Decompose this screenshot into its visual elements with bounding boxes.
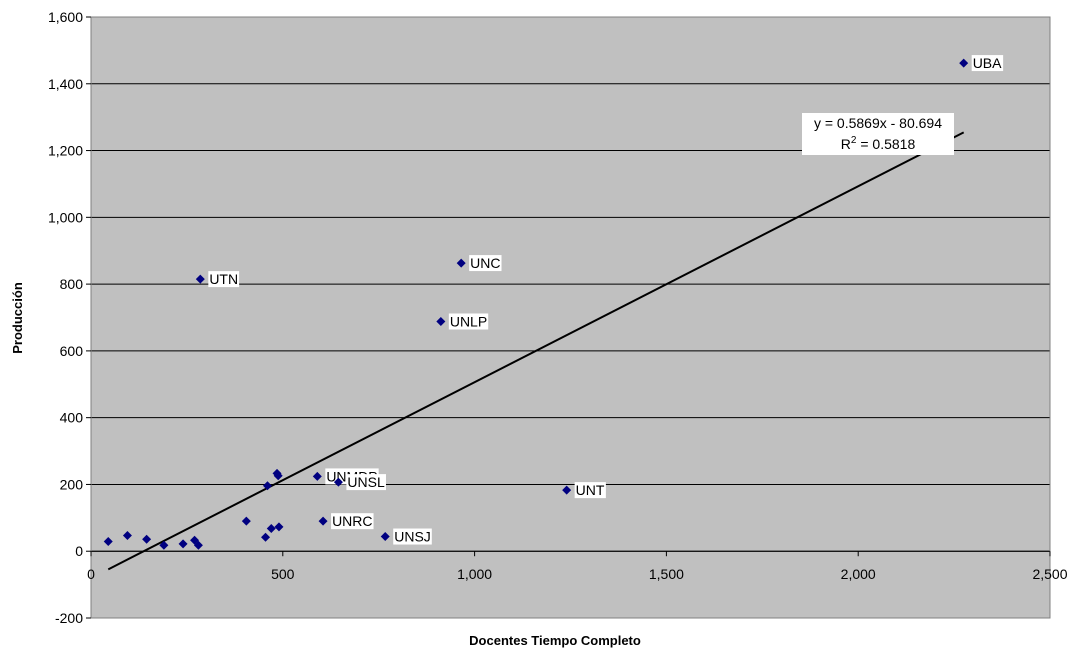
x-tick-label: 2,000	[841, 566, 876, 582]
x-tick-label: 0	[87, 566, 95, 582]
data-point	[959, 58, 969, 68]
data-point	[562, 485, 572, 495]
y-tick-label: 600	[60, 343, 84, 359]
data-point	[274, 522, 284, 532]
y-axis-ticks: -200 0 200 400 600 800 1,000 1,200 1,400 1,600	[48, 9, 91, 626]
data-point-label: UNSL	[347, 474, 385, 490]
data-point	[178, 539, 188, 549]
x-axis-ticks: 0 500 1,000 1,500 2,000 2,500	[87, 551, 1068, 582]
data-point-label: UTN	[209, 271, 238, 287]
data-point	[318, 516, 328, 526]
data-point-label-bg	[469, 255, 502, 272]
y-tick-label: 1,200	[48, 143, 83, 159]
data-point-label: UBA	[973, 55, 1002, 71]
y-axis-title: Producción	[10, 282, 25, 354]
data-point	[195, 274, 205, 284]
data-point-label-bg	[346, 474, 386, 491]
data-point	[266, 524, 276, 534]
data-point	[380, 532, 390, 542]
trendline	[107, 131, 965, 571]
data-point-label-bg	[331, 513, 374, 530]
y-tick-label: 200	[60, 476, 84, 492]
r-squared-label: R2 = 0.5818	[841, 135, 916, 152]
data-point	[273, 471, 283, 481]
y-tick-label: 800	[60, 276, 84, 292]
data-point	[142, 534, 152, 544]
r-squared-symbol: R	[841, 136, 851, 152]
trendline-equation-box: y = 0.5869x - 80.694 R2 = 0.5818	[802, 113, 954, 155]
y-tick-label: 0	[75, 543, 83, 559]
data-point-label-bg	[448, 313, 489, 330]
data-point	[456, 258, 466, 268]
equation-background	[802, 113, 954, 155]
x-axis-title: Docentes Tiempo Completo	[469, 633, 641, 648]
data-point	[436, 317, 446, 327]
data-point-label-bg	[393, 528, 432, 545]
r-squared-value: = 0.5818	[856, 136, 915, 152]
plot-area	[91, 17, 1050, 618]
data-point-label: UNLP	[450, 314, 487, 330]
plot-border	[90, 16, 1051, 619]
data-points: UBAUNCUTNUNLPUNTUNMDPUNSLUNRCUNSJ	[103, 55, 1004, 550]
data-point	[241, 516, 251, 526]
trendline-equation: y = 0.5869x - 80.694	[814, 115, 942, 131]
data-point-label: UNSJ	[394, 529, 431, 545]
data-point	[193, 540, 203, 550]
y-tick-label: 400	[60, 410, 84, 426]
data-point	[333, 477, 343, 487]
data-point-label: UNT	[576, 482, 605, 498]
y-tick-label: 1,400	[48, 76, 83, 92]
y-tick-label: 1,600	[48, 9, 83, 25]
data-point-label: UNC	[470, 255, 500, 271]
data-point-label-bg	[971, 55, 1004, 72]
data-point	[261, 532, 271, 542]
data-point	[262, 481, 272, 491]
x-tick-label: 2,500	[1032, 566, 1067, 582]
data-point	[103, 537, 113, 547]
data-point	[122, 531, 132, 541]
data-point	[312, 471, 322, 481]
x-tick-label: 1,000	[457, 566, 492, 582]
x-tick-label: 1,500	[649, 566, 684, 582]
x-tick-label: 500	[271, 566, 295, 582]
r-squared-exponent: 2	[851, 135, 857, 146]
y-tick-label: -200	[55, 610, 83, 626]
data-point-label: UNRC	[332, 513, 372, 529]
data-point-label-bg	[208, 271, 240, 288]
data-point	[159, 540, 169, 550]
trendline-group	[107, 131, 965, 571]
y-tick-label: 1,000	[48, 209, 83, 225]
axes	[90, 16, 1051, 619]
data-point-label-bg	[574, 482, 606, 499]
